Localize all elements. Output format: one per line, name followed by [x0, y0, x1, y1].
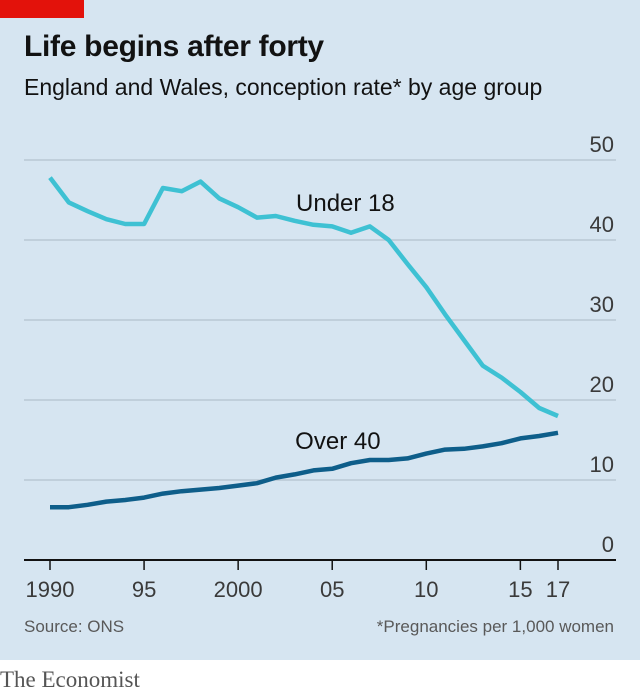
x-tick-label: 1990 [26, 577, 75, 602]
y-tick-label: 30 [590, 292, 614, 317]
line-chart: 0 10 20 30 40 50 1990 95 2000 05 10 15 17 Under 18 Ove… [24, 132, 616, 602]
series-label-over-40: Over 40 [295, 428, 380, 455]
y-tick-label: 50 [590, 132, 614, 157]
series-line-under-18 [48, 176, 559, 419]
y-tick-label: 0 [602, 532, 614, 557]
series-label-under-18: Under 18 [296, 190, 395, 217]
source-note: Source: ONS [24, 617, 125, 636]
x-tick-label: 95 [132, 577, 156, 602]
chart-panel [0, 0, 640, 660]
y-tick-label: 20 [590, 372, 614, 397]
x-tick-label: 10 [414, 577, 438, 602]
series-line-over-40 [50, 430, 559, 510]
brand-red-tag [0, 0, 84, 18]
x-tick-label: 2000 [214, 577, 263, 602]
chart-subtitle: England and Wales, conception rate* by a… [24, 74, 543, 100]
x-tick-label: 05 [320, 577, 344, 602]
x-tick-label: 17 [546, 577, 570, 602]
y-tick-label: 40 [590, 212, 614, 237]
publisher-brand: The Economist [0, 667, 140, 692]
y-tick-label: 10 [590, 452, 614, 477]
chart-title: Life begins after forty [24, 30, 324, 63]
footnote: *Pregnancies per 1,000 women [376, 617, 614, 636]
x-tick-label: 15 [508, 577, 532, 602]
